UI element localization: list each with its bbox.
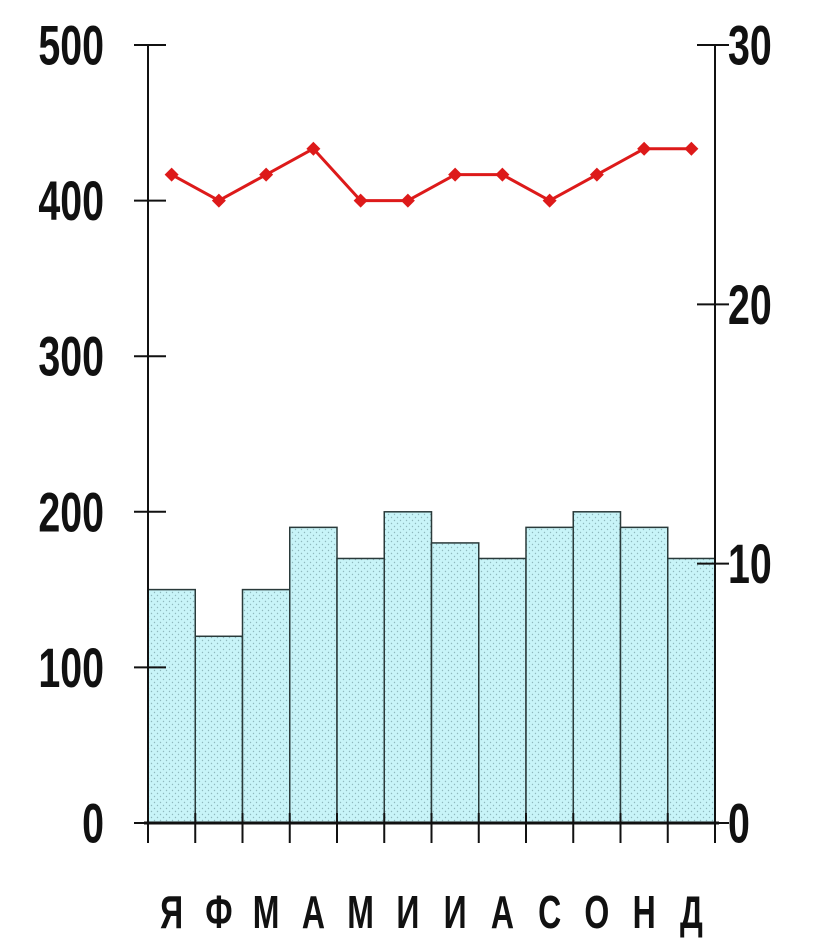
line-point <box>306 141 321 156</box>
line-point <box>211 193 226 208</box>
right-tick-label: 0 <box>728 794 750 855</box>
category-label: Н <box>633 887 656 938</box>
bar <box>430 542 480 824</box>
line-series <box>164 141 699 208</box>
bar <box>619 526 669 824</box>
category-label: М <box>347 887 374 938</box>
bar-series <box>147 511 716 824</box>
line-point <box>448 167 463 182</box>
category-label: Ф <box>205 887 232 938</box>
right-tick-label: 10 <box>728 535 772 596</box>
category-label: И <box>396 887 419 938</box>
category-label: С <box>538 887 561 938</box>
line-point <box>637 141 652 156</box>
line-point <box>542 193 557 208</box>
category-label: М <box>253 887 280 938</box>
line-point <box>164 167 179 182</box>
left-tick-label: 200 <box>38 483 104 544</box>
left-tick-label: 400 <box>38 172 104 233</box>
bar <box>478 557 527 824</box>
category-label: А <box>491 887 514 938</box>
bar <box>147 588 196 824</box>
bar <box>383 511 433 824</box>
bar <box>667 557 716 824</box>
category-label: Я <box>160 887 183 938</box>
left-tick-label: 100 <box>38 639 104 700</box>
line-path <box>170 147 692 203</box>
bar <box>289 526 338 824</box>
left-tick-label: 300 <box>38 327 104 388</box>
line-point <box>259 167 274 182</box>
category-label: А <box>302 887 325 938</box>
bar <box>336 557 385 824</box>
bar <box>241 588 291 824</box>
bar <box>572 511 622 824</box>
line-point <box>400 193 415 208</box>
bar <box>525 526 574 824</box>
left-tick-label: 0 <box>82 794 104 855</box>
right-tick-label: 30 <box>728 16 772 77</box>
left-tick-label: 500 <box>38 16 104 77</box>
category-label: О <box>584 887 609 938</box>
line-point <box>495 167 510 182</box>
line-point <box>589 167 604 182</box>
line-point <box>684 141 699 156</box>
bar <box>194 635 244 824</box>
axes <box>134 44 729 843</box>
line-point <box>353 193 368 208</box>
category-label: И <box>444 887 467 938</box>
right-tick-label: 20 <box>728 276 772 337</box>
category-label: Д <box>680 887 703 938</box>
